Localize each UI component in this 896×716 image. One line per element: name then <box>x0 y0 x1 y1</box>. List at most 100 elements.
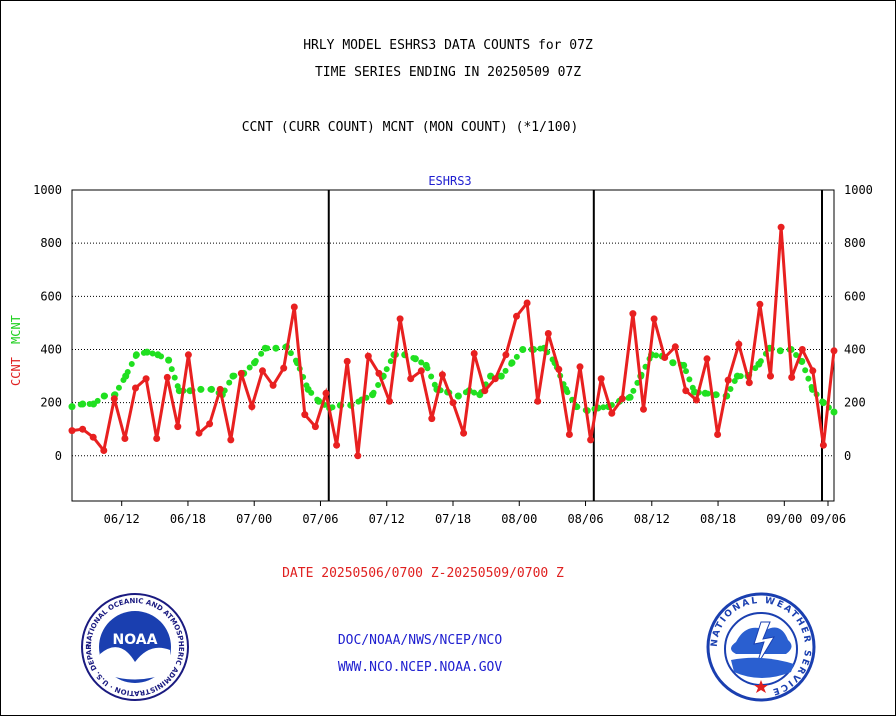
ccnt-point <box>513 312 520 320</box>
ccnt-point <box>259 367 266 375</box>
ccnt-point <box>195 429 203 437</box>
x-tick-label: 06/18 <box>170 512 206 526</box>
ccnt-point <box>110 395 118 403</box>
noaa-logo-icon: NATIONAL OCEANIC AND ATMOSPHERIC ADMINIS… <box>80 592 189 701</box>
x-tick-label: 07/06 <box>302 512 338 526</box>
x-tick-label: 07/18 <box>435 512 471 526</box>
mcnt-point <box>132 351 140 359</box>
mcnt-point <box>197 385 205 393</box>
mcnt-point <box>261 344 269 352</box>
title-line-3: CCNT (CURR COUNT) MCNT (MON COUNT) (*1/1… <box>241 120 579 135</box>
ccnt-point <box>819 441 827 449</box>
nws-logo-icon: NATIONAL WEATHER SERVICE <box>706 592 816 702</box>
ccnt-point <box>407 375 415 383</box>
mcnt-point <box>315 397 323 405</box>
ccnt-point <box>417 367 425 375</box>
mcnt-point <box>691 388 698 396</box>
ccnt-point <box>756 300 764 308</box>
x-tick-label: 07/00 <box>236 512 272 526</box>
y-tick-label-left: 400 <box>40 342 62 356</box>
mcnt-point <box>90 400 97 408</box>
y-tick-label-right: 400 <box>844 342 866 356</box>
mcnt-point <box>165 356 173 364</box>
mcnt-point <box>122 372 130 380</box>
ccnt-point <box>386 397 393 405</box>
ccnt-point <box>544 330 552 337</box>
ccnt-point <box>184 351 192 359</box>
y-tick-labels: 0 0 200 200 400 400 600 600 800 800 1000 1000 <box>33 183 873 463</box>
mcnt-point <box>272 344 280 352</box>
title-line-2: TIME SERIES ENDING IN 20250509 07Z <box>314 65 582 80</box>
y-tick-label-right: 1000 <box>844 183 873 197</box>
org-text: DOC/NOAA/NWS/NCEP/NCO <box>337 633 503 648</box>
mcnt-point <box>476 391 484 399</box>
ccnt-point <box>343 357 351 365</box>
mcnt-point <box>79 400 87 408</box>
mcnt-point <box>669 359 677 367</box>
ccnt-point <box>460 429 468 437</box>
y-label-ccnt: CCNT <box>9 357 23 386</box>
ccnt-point <box>534 397 542 405</box>
y-tick-label-right: 200 <box>844 396 866 410</box>
url-link[interactable]: WWW.NCO.NCEP.NOAA.GOV <box>337 660 503 675</box>
ccnt-point <box>428 415 436 423</box>
ccnt-point <box>354 452 362 460</box>
mcnt-point <box>208 385 215 393</box>
y-tick-label-left: 600 <box>40 289 62 303</box>
y-tick-label-right: 600 <box>844 289 866 303</box>
mcnt-point <box>143 348 151 356</box>
ccnt-point <box>269 381 277 389</box>
ccnt-point <box>629 310 637 318</box>
ccnt-point <box>724 376 732 384</box>
mcnt-point <box>175 387 183 395</box>
ccnt-point <box>576 363 584 371</box>
ccnt-point <box>163 373 171 381</box>
x-tick-label: 06/12 <box>104 512 140 526</box>
mcnt-point <box>626 393 634 401</box>
mcnt-point <box>229 372 237 380</box>
ccnt-point <box>449 399 457 407</box>
ccnt-point <box>650 315 658 323</box>
ccnt-point <box>290 303 298 311</box>
x-tick-label: 07/12 <box>369 512 405 526</box>
ccnt-point <box>798 346 806 353</box>
mcnt-point <box>251 359 258 367</box>
ccnt-point <box>735 340 743 348</box>
mcnt-point <box>68 403 76 411</box>
ccnt-point <box>682 387 690 395</box>
ccnt-point <box>502 351 510 359</box>
ccnt-point <box>671 343 679 351</box>
ccnt-point <box>333 441 341 449</box>
mcnt-point <box>755 360 763 368</box>
y-tick-label-left: 1000 <box>33 183 62 197</box>
mcnt-point <box>304 385 312 393</box>
ccnt-point <box>555 365 563 373</box>
ccnt-point <box>248 403 256 411</box>
series-ccnt <box>68 223 838 460</box>
ccnt-point <box>481 387 489 395</box>
mcnt-point <box>154 351 162 359</box>
ccnt-point <box>396 315 404 323</box>
ccnt-point <box>491 375 499 383</box>
chart-title: ESHRS3 <box>428 174 471 188</box>
x-tick-label: 08/12 <box>634 512 670 526</box>
ccnt-point <box>714 431 722 438</box>
grid-lines <box>72 190 834 501</box>
x-tick-labels: 06/12 06/18 07/00 07/06 07/12 07/18 08/00 08/06… <box>104 501 846 526</box>
ccnt-point <box>703 355 711 363</box>
x-tick-label: 09/00 <box>766 512 802 526</box>
ccnt-point <box>788 373 796 381</box>
ccnt-point <box>311 423 319 431</box>
ccnt-point <box>364 352 372 360</box>
mcnt-point <box>411 355 419 363</box>
mcnt-point <box>776 347 784 355</box>
ccnt-point <box>597 375 605 383</box>
ccnt-point <box>206 420 214 428</box>
ccnt-point <box>301 411 309 419</box>
mcnt-point <box>497 372 505 380</box>
mcnt-point <box>712 391 720 399</box>
x-tick-label: 08/00 <box>501 512 537 526</box>
ccnt-point <box>777 223 785 231</box>
ccnt-point <box>438 371 446 379</box>
mcnt-point <box>562 385 570 393</box>
